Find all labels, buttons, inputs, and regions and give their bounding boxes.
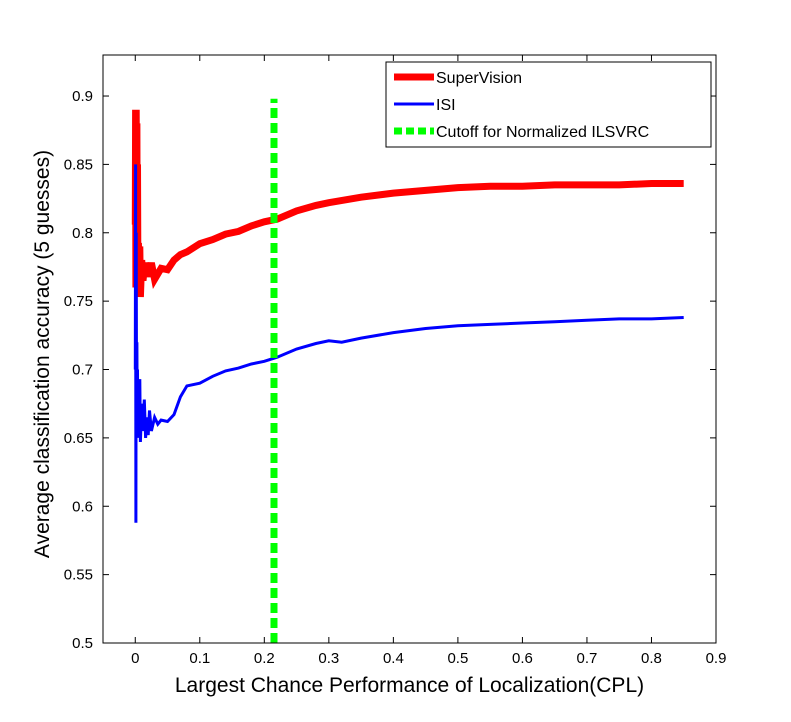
y-axis-label: Average classification accuracy (5 guess… — [31, 150, 54, 558]
x-tick-label: 0.2 — [254, 650, 275, 667]
x-tick-label: 0.4 — [383, 650, 404, 667]
series-line-isi — [133, 164, 684, 523]
x-tick-label: 0 — [131, 650, 139, 667]
x-axis-label: Largest Chance Performance of Localizati… — [175, 674, 644, 697]
legend-label-isi: ISI — [436, 97, 456, 114]
legend-label-supervision: SuperVision — [436, 70, 522, 87]
x-tick-label: 0.6 — [512, 650, 533, 667]
y-tick-label: 0.65 — [64, 430, 93, 447]
y-tick-label: 0.55 — [64, 567, 93, 584]
y-tick-label: 0.5 — [72, 635, 93, 652]
legend: SuperVision ISI Cutoff for Normalized IL… — [385, 61, 712, 148]
y-tick-label: 0.7 — [72, 362, 93, 379]
x-tick-label: 0.1 — [189, 650, 210, 667]
y-tick-label: 0.9 — [72, 88, 93, 105]
x-tick-label: 0.5 — [447, 650, 468, 667]
y-tick-label: 0.6 — [72, 498, 93, 515]
x-tick-label: 0.9 — [706, 650, 727, 667]
y-tick-label: 0.8 — [72, 225, 93, 242]
y-tick-label: 0.85 — [64, 156, 93, 173]
series-line-supervision — [131, 109, 684, 298]
x-tick-label: 0.7 — [577, 650, 598, 667]
y-tick-label: 0.75 — [64, 293, 93, 310]
x-tick-label: 0.8 — [641, 650, 662, 667]
plot-frame — [102, 54, 717, 644]
series-layer — [131, 98, 684, 643]
legend-box — [385, 61, 712, 148]
ticks-layer: 0 0.1 0.2 0.3 0.4 0.5 0.6 0.7 0.8 0.9 0.5 0.55 0.6 0.… — [64, 55, 727, 667]
plot-area — [103, 55, 716, 643]
legend-label-cutoff: Cutoff for Normalized ILSVRC — [436, 124, 649, 141]
x-tick-label: 0.3 — [318, 650, 339, 667]
